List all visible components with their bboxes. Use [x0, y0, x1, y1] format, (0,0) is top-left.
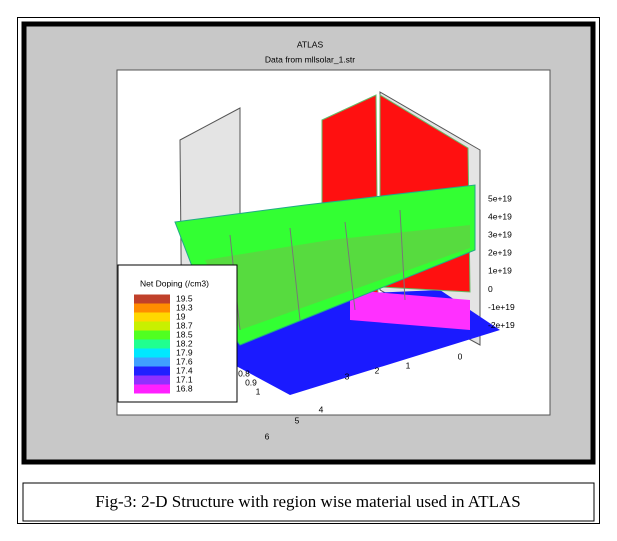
plot-title: ATLAS — [297, 39, 324, 49]
legend-label: 16.8 — [176, 383, 193, 393]
z-axis-label: 4e+19 — [488, 211, 512, 221]
x-axis-label: 0 — [458, 351, 463, 361]
legend-swatch — [134, 331, 170, 340]
figure: ATLAS Data from mllsolar_1.str Net Dopin… — [0, 0, 617, 541]
legend-swatch — [134, 367, 170, 376]
x-axis-label: 1 — [406, 360, 411, 370]
legend-swatch — [134, 358, 170, 367]
caption: Fig-3: 2-D Structure with region wise ma… — [95, 492, 520, 511]
x-axis-label: 4 — [319, 404, 324, 414]
z-axis-label: 2e+19 — [488, 248, 512, 258]
legend-swatch — [134, 376, 170, 385]
legend-swatch — [134, 340, 170, 349]
x-axis-label: 5 — [295, 415, 300, 425]
z-axis-label: 5e+19 — [488, 193, 512, 203]
x-axis-label: 6 — [265, 431, 270, 441]
z-axis-label: 1e+19 — [488, 266, 512, 276]
legend-swatch — [134, 349, 170, 358]
legend-swatch — [134, 304, 170, 313]
z-axis-label: -1e+19 — [488, 302, 515, 312]
legend-swatch — [134, 313, 170, 322]
x-axis-label: 2 — [375, 365, 380, 375]
plot-subtitle: Data from mllsolar_1.str — [265, 54, 355, 64]
legend-swatch — [134, 322, 170, 331]
z-axis-label: 3e+19 — [488, 229, 512, 239]
legend-title: Net Doping (/cm3) — [140, 278, 209, 288]
z-axis-label: 0 — [488, 284, 493, 294]
y-axis-label: 1 — [256, 386, 261, 396]
legend-swatch — [134, 295, 170, 304]
z-axis-label: -2e+19 — [488, 320, 515, 330]
page: ATLAS Data from mllsolar_1.str Net Dopin… — [0, 0, 617, 541]
x-axis-label: 3 — [345, 371, 350, 381]
legend-swatch — [134, 385, 170, 394]
